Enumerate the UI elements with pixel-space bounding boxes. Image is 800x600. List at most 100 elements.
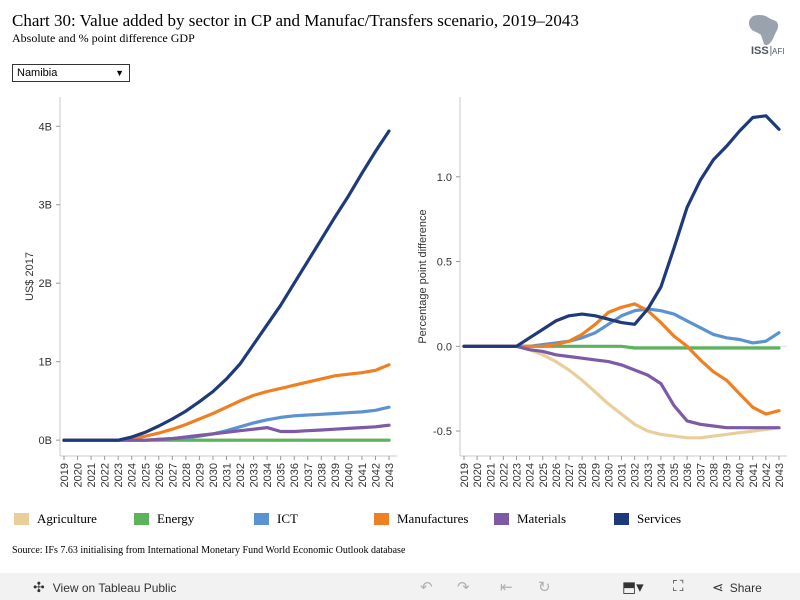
x-tick-label: 2029 xyxy=(194,463,206,487)
country-dropdown[interactable]: Namibia ▼ xyxy=(12,64,130,82)
y-tick-label: 1.0 xyxy=(437,172,452,184)
x-tick-label: 2024 xyxy=(127,463,139,487)
revert-icon[interactable]: ⇤ xyxy=(500,579,513,596)
y-tick-label: 1B xyxy=(39,357,52,369)
x-tick-label: 2037 xyxy=(695,463,707,487)
y-axis-label: US$ 2017 xyxy=(24,252,36,301)
x-tick-label: 2043 xyxy=(774,463,786,487)
view-on-tableau-link[interactable]: ✣ View on Tableau Public xyxy=(33,579,176,596)
y-tick-label: 4B xyxy=(39,121,52,133)
share-button[interactable]: ⋖ Share xyxy=(712,579,762,596)
page-subtitle: Absolute and % point difference GDP xyxy=(12,31,195,45)
x-tick-label: 2039 xyxy=(330,463,342,487)
x-tick-label: 2031 xyxy=(222,463,234,487)
x-tick-label: 2041 xyxy=(357,463,369,487)
chevron-down-icon: ▼ xyxy=(115,68,124,78)
source-note: Source: IFs 7.63 initialising from Inter… xyxy=(12,545,406,556)
fullscreen-icon[interactable]: ⛶ xyxy=(673,578,684,595)
country-dropdown-value: Namibia xyxy=(17,67,58,79)
y-tick-label: -0.5 xyxy=(433,426,452,438)
x-tick-label: 2025 xyxy=(538,463,550,487)
x-tick-label: 2027 xyxy=(564,463,576,487)
x-tick-label: 2021 xyxy=(86,463,98,487)
legend-label: Energy xyxy=(157,511,195,526)
x-tick-label: 2043 xyxy=(384,463,396,487)
y-tick-label: 2B xyxy=(39,278,52,290)
x-tick-label: 2023 xyxy=(113,463,125,487)
legend-swatch xyxy=(254,513,269,525)
x-tick-label: 2032 xyxy=(235,463,247,487)
x-tick-label: 2035 xyxy=(276,463,288,487)
x-tick-label: 2026 xyxy=(154,463,166,487)
x-tick-label: 2028 xyxy=(181,463,193,487)
legend-swatch xyxy=(374,513,389,525)
x-tick-label: 2028 xyxy=(577,463,589,487)
refresh-icon[interactable]: ↻ xyxy=(538,579,551,596)
x-tick-label: 2020 xyxy=(73,463,85,487)
x-tick-label: 2040 xyxy=(343,463,355,487)
logo-text: ISS xyxy=(751,45,769,57)
x-tick-label: 2030 xyxy=(208,463,220,487)
x-tick-label: 2035 xyxy=(669,463,681,487)
legend-label: Materials xyxy=(517,511,567,526)
share-label: Share xyxy=(729,580,762,595)
logo-text-secondary: AFI xyxy=(772,47,784,56)
legend-swatch xyxy=(134,513,149,525)
x-tick-label: 2034 xyxy=(656,463,668,487)
x-tick-label: 2042 xyxy=(761,463,773,487)
legend-item-materials[interactable]: Materials xyxy=(494,511,566,527)
page-title: Chart 30: Value added by sector in CP an… xyxy=(12,11,579,30)
tableau-toolbar: ✣ View on Tableau Public ↶ ↷ ⇤ ↻ ⬒▾ ⛶ ⋖ … xyxy=(0,573,800,600)
x-tick-label: 2036 xyxy=(682,463,694,487)
x-tick-label: 2039 xyxy=(722,463,734,487)
x-tick-label: 2034 xyxy=(262,463,274,487)
x-tick-label: 2036 xyxy=(289,463,301,487)
series-line-services[interactable] xyxy=(462,114,781,348)
x-tick-label: 2042 xyxy=(370,463,382,487)
y-tick-label: 0B xyxy=(39,435,52,447)
legend-label: Manufactures xyxy=(397,511,469,526)
legend-swatch xyxy=(614,513,629,525)
y-tick-label: 3B xyxy=(39,200,52,212)
x-tick-label: 2029 xyxy=(590,463,602,487)
y-axis-label: Percentage point difference xyxy=(417,209,429,343)
series-line-ict[interactable] xyxy=(462,307,781,348)
x-tick-label: 2038 xyxy=(708,463,720,487)
legend-swatch xyxy=(494,513,509,525)
x-tick-label: 2037 xyxy=(303,463,315,487)
x-tick-label: 2019 xyxy=(459,463,471,487)
x-tick-label: 2023 xyxy=(512,463,524,487)
legend-item-manufactures[interactable]: Manufactures xyxy=(374,511,468,527)
x-tick-label: 2033 xyxy=(249,463,261,487)
legend-item-energy[interactable]: Energy xyxy=(134,511,194,527)
undo-icon[interactable]: ↶ xyxy=(420,579,433,596)
series-line-ict[interactable] xyxy=(62,405,391,442)
x-tick-label: 2024 xyxy=(525,463,537,487)
chart-2: -0.5 0.0 0.5 1.0 Percentage point difference… xyxy=(417,97,787,487)
x-tick-label: 2022 xyxy=(498,463,510,487)
legend-item-agriculture[interactable]: Agriculture xyxy=(14,511,97,527)
x-tick-label: 2021 xyxy=(485,463,497,487)
x-tick-label: 2032 xyxy=(630,463,642,487)
x-tick-label: 2027 xyxy=(167,463,179,487)
share-icon: ⋖ xyxy=(712,579,724,595)
x-tick-label: 2026 xyxy=(551,463,563,487)
series-line-services[interactable] xyxy=(62,129,391,442)
legend-item-services[interactable]: Services xyxy=(614,511,681,527)
series-line-agriculture[interactable] xyxy=(462,344,781,440)
series-line-manufactures[interactable] xyxy=(462,302,781,416)
download-icon[interactable]: ⬒▾ xyxy=(622,579,644,596)
x-tick-label: 2040 xyxy=(735,463,747,487)
redo-icon[interactable]: ↷ xyxy=(457,579,470,596)
x-tick-label: 2041 xyxy=(748,463,760,487)
tableau-icon: ✣ xyxy=(33,579,45,595)
x-tick-label: 2038 xyxy=(316,463,328,487)
legend-label: ICT xyxy=(277,511,298,526)
series-line-materials[interactable] xyxy=(62,423,391,442)
legend-item-ict[interactable]: ICT xyxy=(254,511,298,527)
y-tick-label: 0.0 xyxy=(437,341,452,353)
x-tick-label: 2031 xyxy=(617,463,629,487)
x-tick-label: 2022 xyxy=(100,463,112,487)
